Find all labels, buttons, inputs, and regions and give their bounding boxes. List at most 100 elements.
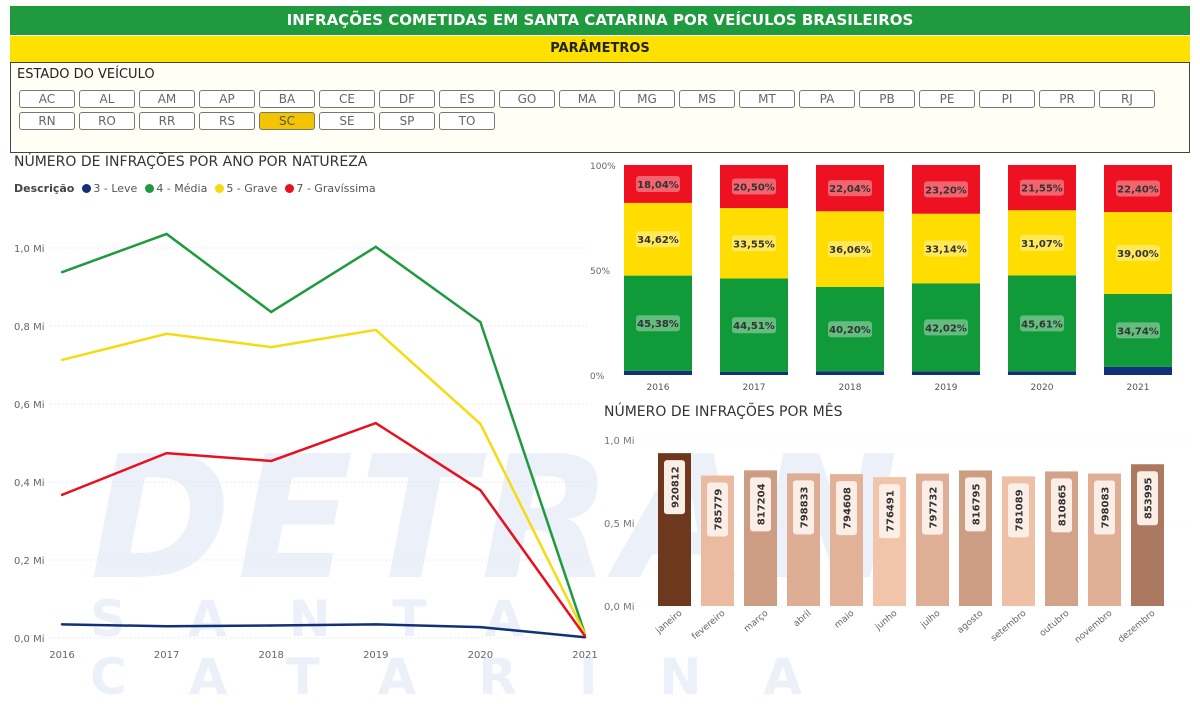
line-chart-title: NÚMERO DE INFRAÇÕES POR ANO POR NATUREZA xyxy=(14,154,368,170)
x-tick-label: 2017 xyxy=(154,650,179,661)
state-filter-panel: ESTADO DO VEÍCULO AC AL AM AP BA CE DF ES GO MA MG… xyxy=(10,62,1190,153)
data-label: 817204 xyxy=(757,483,768,525)
state-button-pr[interactable]: PR xyxy=(1039,90,1095,108)
x-tick-label: 2018 xyxy=(258,650,283,661)
data-label-bg xyxy=(1116,180,1160,197)
stacked-segment xyxy=(912,213,980,284)
state-button-rj[interactable]: RJ xyxy=(1099,90,1155,108)
state-button-rs[interactable]: RS xyxy=(199,112,255,130)
data-label: 853995 xyxy=(1144,477,1155,519)
series-line-2 xyxy=(61,328,587,635)
y-tick-label: 0,4 Mi xyxy=(14,478,45,489)
state-button-sc[interactable]: SC xyxy=(259,112,315,130)
state-button-ap[interactable]: AP xyxy=(199,90,255,108)
x-tick-label: maio xyxy=(833,608,857,630)
stacked-segment xyxy=(912,283,980,372)
state-button-ba[interactable]: BA xyxy=(259,90,315,108)
state-button-ma[interactable]: MA xyxy=(559,90,615,108)
state-button-pi[interactable]: PI xyxy=(979,90,1035,108)
legend-label: 3 - Leve xyxy=(93,182,138,195)
state-button-sp[interactable]: SP xyxy=(379,112,435,130)
legend-item[interactable]: 7 - Gravíssima xyxy=(285,182,376,195)
state-button-se[interactable]: SE xyxy=(319,112,375,130)
data-label-bg xyxy=(750,477,771,532)
state-button-pa[interactable]: PA xyxy=(799,90,855,108)
data-point xyxy=(374,245,377,249)
stacked-segment xyxy=(816,165,884,212)
data-label: 42,02% xyxy=(925,323,967,334)
state-button-es[interactable]: ES xyxy=(439,90,495,108)
data-label-bg xyxy=(1116,322,1160,339)
state-button-ms[interactable]: MS xyxy=(679,90,735,108)
data-label: 22,40% xyxy=(1117,185,1159,196)
data-label-bg xyxy=(1094,480,1115,535)
data-label-bg xyxy=(1137,471,1158,526)
stacked-segment xyxy=(1104,165,1172,213)
x-tick-label: novembro xyxy=(1073,608,1115,645)
data-label: 33,55% xyxy=(733,239,775,250)
x-tick-label: dezembro xyxy=(1117,608,1158,645)
data-label: 22,04% xyxy=(829,184,871,195)
x-tick-label: 2019 xyxy=(935,383,958,393)
state-button-mg[interactable]: MG xyxy=(619,90,675,108)
stacked-segment xyxy=(720,278,788,372)
state-button-pe[interactable]: PE xyxy=(919,90,975,108)
data-label: 810865 xyxy=(1058,484,1069,526)
state-button-rr[interactable]: RR xyxy=(139,112,195,130)
stacked-segment xyxy=(816,211,884,288)
data-label: 34,74% xyxy=(1117,326,1159,337)
stacked-segment xyxy=(1104,212,1172,294)
state-button-ce[interactable]: CE xyxy=(319,90,375,108)
state-button-ro[interactable]: RO xyxy=(79,112,135,130)
data-label-bg xyxy=(924,319,968,336)
legend-title: Descrição xyxy=(14,182,75,195)
data-point xyxy=(270,345,273,349)
data-label-bg xyxy=(924,240,968,257)
data-label-bg xyxy=(879,484,900,539)
data-point xyxy=(479,422,482,426)
x-tick-label: fevereiro xyxy=(690,608,728,642)
state-button-df[interactable]: DF xyxy=(379,90,435,108)
page-title: INFRAÇÕES COMETIDAS EM SANTA CATARINA PO… xyxy=(10,6,1190,35)
data-label-bg xyxy=(1020,315,1064,332)
stacked-segment xyxy=(1008,210,1076,276)
legend-item[interactable]: 4 - Média xyxy=(145,182,207,195)
state-button-go[interactable]: GO xyxy=(499,90,555,108)
y-tick-label: 0,0 Mi xyxy=(14,634,45,645)
state-button-pb[interactable]: PB xyxy=(859,90,915,108)
x-tick-label: março xyxy=(742,608,770,634)
data-point xyxy=(479,320,482,324)
x-tick-label: 2016 xyxy=(647,383,670,393)
data-point xyxy=(270,310,273,314)
data-point xyxy=(60,270,64,274)
data-label-bg xyxy=(1051,478,1072,533)
legend-dot-icon xyxy=(215,184,225,193)
data-label: 798833 xyxy=(800,486,811,528)
legend-item[interactable]: 3 - Leve xyxy=(82,182,137,195)
legend-item[interactable]: 5 - Grave xyxy=(215,182,277,195)
month-bar-chart: 0,0 Mi 0,5 Mi 1,0 Mi 920812 janeiro 785779 fev… xyxy=(604,436,1190,646)
data-label: 816795 xyxy=(972,483,983,525)
x-tick-label: agosto xyxy=(956,608,986,636)
data-label-bg xyxy=(664,460,685,515)
state-button-am[interactable]: AM xyxy=(139,90,195,108)
data-label: 18,04% xyxy=(637,180,679,191)
state-slicer: AC AL AM AP BA CE DF ES GO MA MG MS MT PA PB PE PI PR RJ RN… xyxy=(19,90,1179,130)
data-label-bg xyxy=(924,181,968,198)
y-tick-label: 100% xyxy=(590,162,616,172)
x-tick-label: 2018 xyxy=(839,383,862,393)
data-label-bg xyxy=(1116,244,1160,261)
stacked-segment xyxy=(912,165,980,214)
state-button-mt[interactable]: MT xyxy=(739,90,795,108)
x-tick-label: 2019 xyxy=(363,650,388,661)
state-button-ac[interactable]: AC xyxy=(19,90,75,108)
data-point xyxy=(374,328,377,332)
state-button-rn[interactable]: RN xyxy=(19,112,75,130)
state-button-al[interactable]: AL xyxy=(79,90,135,108)
stacked-segment xyxy=(624,165,692,203)
state-button-to[interactable]: TO xyxy=(439,112,495,130)
y-tick-label: 0,8 Mi xyxy=(14,322,45,333)
legend-dot-icon xyxy=(82,184,92,193)
legend-label: 5 - Grave xyxy=(226,182,278,195)
stacked-segment xyxy=(720,165,788,209)
